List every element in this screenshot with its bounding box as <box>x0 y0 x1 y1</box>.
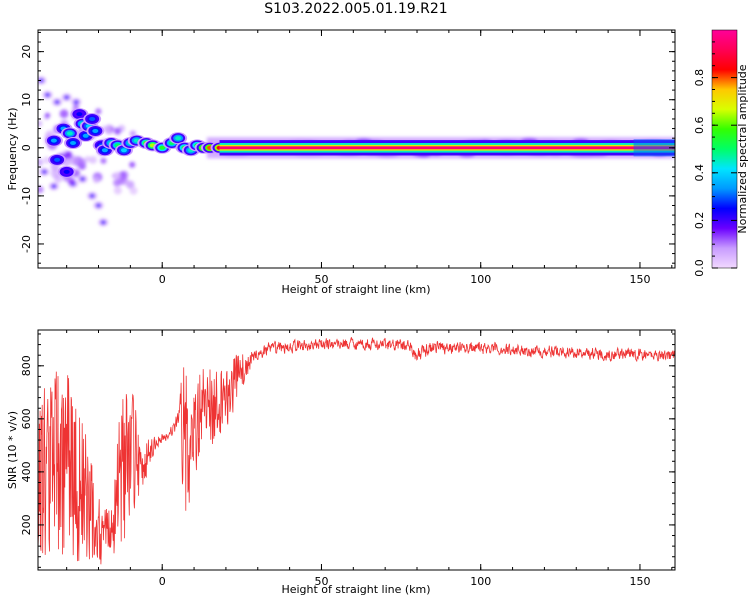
heatmap-noise <box>100 157 107 164</box>
heatmap-feature-blob <box>76 112 83 117</box>
heatmap-noise <box>113 171 122 181</box>
colorbar-tick-label: 0.8 <box>693 69 706 87</box>
spectrogram-ticks: 0 50 100 150 -20 -10 0 10 20 <box>20 30 675 286</box>
heatmap-noise <box>129 186 138 195</box>
heatmap-noise <box>93 176 100 184</box>
heatmap-feature-blob <box>50 138 57 143</box>
x-tick-label: 100 <box>470 273 491 286</box>
spectrogram-x-axis-label: Height of straight line (km) <box>281 283 430 296</box>
heatmap-noise <box>38 158 44 167</box>
heatmap-feature-blob <box>120 148 127 153</box>
y-tick-label: 10 <box>20 93 33 107</box>
y-tick-label: 800 <box>20 355 33 376</box>
heatmap-noise <box>113 186 122 195</box>
heatmap-noise <box>84 155 91 162</box>
heatmap-noise <box>78 158 87 166</box>
heatmap-noise <box>124 179 130 185</box>
heatmap-noise <box>89 155 97 164</box>
heatmap-noise <box>129 161 136 168</box>
heatmap-scatter-core <box>64 95 70 100</box>
heatmap-feature-blob <box>63 169 70 174</box>
heatmap-scatter-core <box>45 92 51 97</box>
snr-x-axis-label: Height of straight line (km) <box>281 583 430 596</box>
y-tick-label: -20 <box>20 235 33 253</box>
y-tick-label: 600 <box>20 408 33 429</box>
x-tick-label: 0 <box>159 575 166 588</box>
heatmap-noise <box>104 124 115 135</box>
heatmap-scatter-core <box>96 203 102 208</box>
heatmap-feature-layer <box>44 108 675 178</box>
chart-title: S103.2022.005.01.19.R21 <box>264 1 448 17</box>
spectrogram-heatmap <box>38 76 675 227</box>
colorbar-label: Normalized spectral amplitude <box>736 64 749 233</box>
y-tick-label: 20 <box>20 45 33 59</box>
heatmap-feature-blob <box>54 157 61 162</box>
heatmap-noise <box>64 151 72 158</box>
heatmap-scatter-core <box>89 193 95 198</box>
snr-series-line <box>38 337 675 565</box>
heatmap-feature-blob <box>66 131 73 136</box>
heatmap-noise <box>95 108 102 115</box>
heatmap-scatter-core <box>100 220 106 225</box>
x-tick-label: 150 <box>629 575 650 588</box>
colorbar-ticks: 0.0 0.2 0.4 0.6 0.8 <box>693 41 737 277</box>
heatmap-feature-blob <box>175 136 182 141</box>
heatmap-noise <box>121 175 127 181</box>
snr-y-axis-label: SNR (10 * v/v) <box>6 411 19 489</box>
colorbar-tick-label: 0.2 <box>693 212 706 230</box>
heatmap-feature-blob <box>82 133 89 138</box>
spectrogram-panel: 0 50 100 150 -20 -10 0 10 20 Height of straight … <box>6 29 676 296</box>
x-tick-label: 50 <box>314 575 328 588</box>
y-tick-label: 0 <box>20 144 33 151</box>
snr-ticks: 0 50 100 150 200 400 600 800 <box>20 330 675 588</box>
heatmap-noise <box>38 186 44 194</box>
colorbar: 0.0 0.2 0.4 0.6 0.8 Normalized spectral ampl… <box>693 29 749 277</box>
heatmap-noise <box>44 112 51 119</box>
spectrogram-y-axis-label: Frequency (Hz) <box>6 108 19 191</box>
heatmap-scatter-core <box>54 100 60 105</box>
colorbar-swatch <box>711 29 738 269</box>
heatmap-noise <box>38 120 43 127</box>
heatmap-feature-blob <box>70 140 77 145</box>
heatmap-scatter-core <box>41 169 47 174</box>
x-tick-label: 50 <box>314 273 328 286</box>
heatmap-noise <box>113 127 122 135</box>
x-tick-label: 150 <box>629 273 650 286</box>
ridge-band <box>219 146 675 150</box>
x-tick-label: 0 <box>159 273 166 286</box>
heatmap-noise <box>59 109 69 119</box>
y-tick-label: -10 <box>20 187 33 205</box>
heatmap-scatter-core <box>80 177 86 182</box>
heatmap-feature-blob <box>89 116 96 121</box>
heatmap-feature-blob <box>101 148 108 153</box>
y-tick-label: 200 <box>20 514 33 535</box>
colorbar-tick-label: 0.0 <box>693 259 706 277</box>
x-tick-label: 100 <box>470 575 491 588</box>
snr-plot-area <box>38 330 675 570</box>
ridge-edge-band <box>633 139 675 157</box>
y-tick-label: 400 <box>20 461 33 482</box>
colorbar-tick-label: 0.6 <box>693 116 706 134</box>
heatmap-scatter-core <box>38 78 44 83</box>
heatmap-feature-blob <box>92 128 99 133</box>
heatmap-scatter-core <box>73 100 79 105</box>
snr-frame <box>37 329 676 571</box>
heatmap-scatter-core <box>51 184 57 189</box>
colorbar-tick-label: 0.4 <box>693 164 706 182</box>
heatmap-feature-blob <box>159 145 166 150</box>
spectrogram-frame <box>37 29 676 269</box>
snr-panel: 0 50 100 150 200 400 600 800 Height of straight… <box>6 329 676 596</box>
